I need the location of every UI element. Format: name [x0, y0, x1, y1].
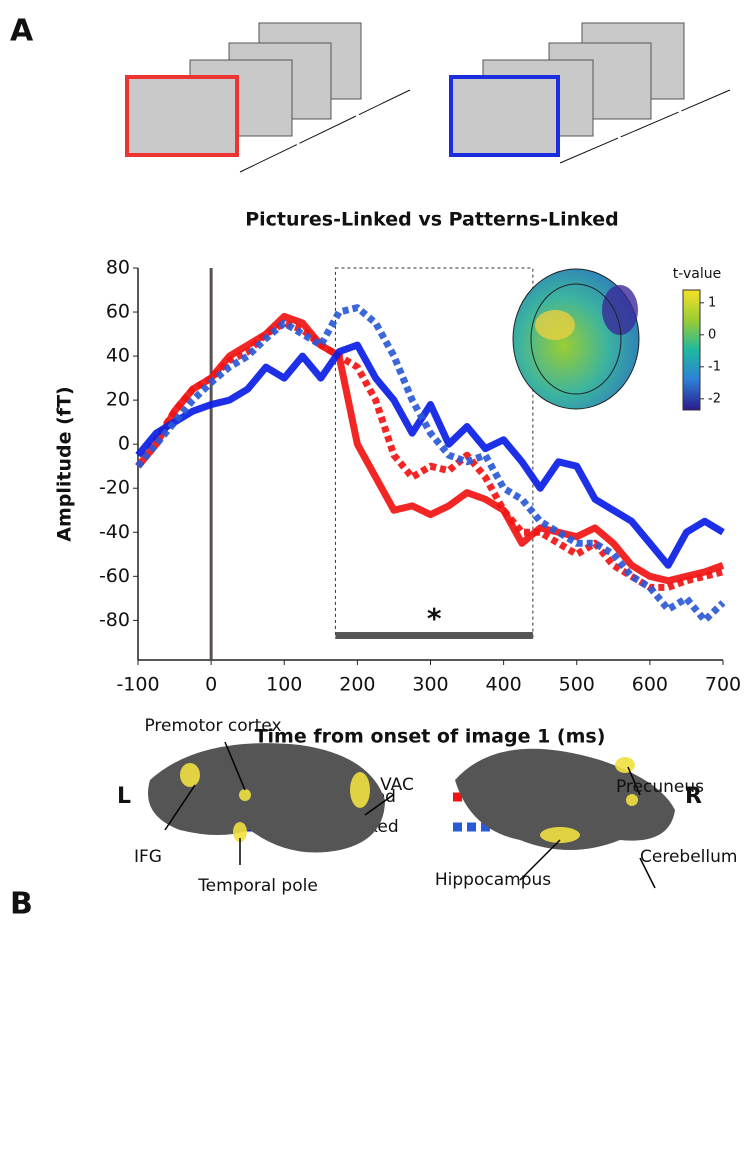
chart-title: Pictures-Linked vs Patterns-Linked	[245, 209, 619, 231]
data-line	[135, 341, 725, 569]
region-label: Cerebellum	[640, 847, 737, 867]
colorbar-tick-label: 0	[708, 327, 716, 342]
x-tick-label: -100	[116, 674, 159, 696]
colorbar-tick-label: -1	[708, 359, 721, 374]
y-tick-label: 0	[118, 433, 130, 455]
data-line	[135, 312, 725, 585]
region-label: IFG	[134, 847, 162, 867]
significance-label: *	[427, 602, 442, 635]
y-tick-label: -20	[99, 477, 130, 499]
colorbar-tick-label: 1	[708, 295, 716, 310]
panel-label: A	[10, 14, 34, 49]
region-label: Precuneus	[616, 777, 704, 797]
stimulus-sequence	[125, 22, 731, 173]
x-axis-label: Time from onset of image 1 (ms)	[255, 726, 606, 748]
topography-map	[512, 268, 640, 410]
significance-bar	[335, 632, 533, 639]
data-line	[135, 304, 726, 624]
colorbar-title: t-value	[673, 266, 721, 282]
x-tick-label: 400	[485, 674, 521, 696]
y-tick-label: 40	[106, 345, 130, 367]
x-tick-label: 500	[559, 674, 595, 696]
brain-surfaces	[148, 741, 675, 889]
x-tick-label: 0	[205, 674, 217, 696]
x-tick-label: 600	[632, 674, 668, 696]
x-tick-label: 300	[412, 674, 448, 696]
y-tick-label: -60	[99, 565, 130, 587]
x-tick-label: 700	[705, 674, 741, 696]
region-label: VAC	[380, 775, 414, 795]
colorbar-tick-label: -2	[708, 391, 721, 406]
y-tick-label: -80	[99, 609, 130, 631]
y-axis-label: Amplitude (fT)	[54, 386, 76, 541]
hemisphere-label: L	[117, 784, 131, 809]
panel-label: B	[10, 887, 33, 922]
x-tick-label: 100	[266, 674, 302, 696]
region-label: Temporal pole	[197, 876, 318, 896]
hemisphere-label: R	[685, 784, 702, 809]
colorbar: t-value 1 0 -1 -2	[673, 266, 721, 411]
y-tick-label: -40	[99, 521, 130, 543]
colorbar-scale	[682, 289, 701, 411]
y-tick-label: 80	[106, 257, 130, 279]
y-tick-label: 60	[106, 301, 130, 323]
x-tick-label: 200	[339, 674, 375, 696]
region-label: Hippocampus	[435, 870, 551, 890]
y-tick-label: 20	[106, 389, 130, 411]
region-label: Premotor cortex	[144, 716, 281, 736]
